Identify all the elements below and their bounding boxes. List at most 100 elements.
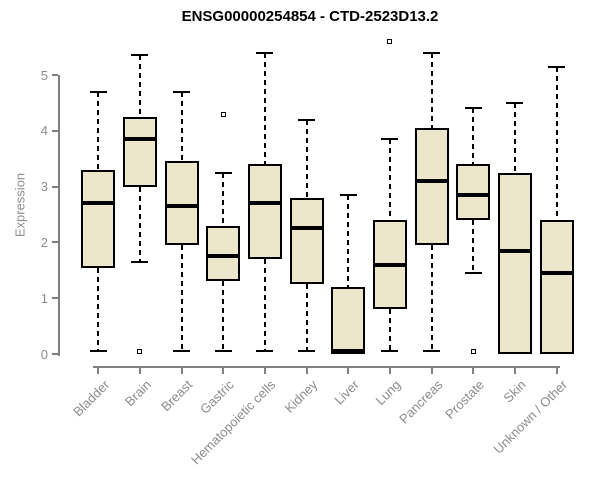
- median-brain: [122, 137, 157, 142]
- whisker-high-kidney: [305, 119, 308, 198]
- x-axis-tick: [472, 368, 475, 374]
- whisker-high-cap-kidney: [298, 118, 316, 121]
- y-axis-tick: [52, 241, 58, 244]
- whisker-high-bladder: [97, 91, 100, 170]
- x-axis-category-label: Brain: [121, 377, 154, 410]
- whisker-low-bladder: [97, 267, 100, 352]
- whisker-low-pancreas: [430, 245, 433, 352]
- box-brain: [122, 116, 157, 187]
- outlier-gastric: [220, 111, 226, 117]
- box-pancreas: [414, 128, 449, 246]
- whisker-high-cap-lung: [381, 138, 399, 141]
- median-lung: [372, 262, 407, 267]
- outlier-brain: [137, 348, 143, 354]
- whisker-high-prostate: [472, 108, 475, 165]
- y-axis-tick: [52, 129, 58, 132]
- whisker-low-cap-prostate: [464, 272, 482, 275]
- whisker-low-cap-pancreas: [423, 350, 441, 353]
- y-axis-tick: [52, 297, 58, 300]
- y-axis-tick: [52, 74, 58, 76]
- median-gastric: [206, 254, 241, 259]
- x-axis-tick: [305, 368, 308, 374]
- x-axis-tick: [347, 368, 350, 374]
- median-breast: [164, 204, 199, 209]
- box-unknown-other: [539, 220, 574, 354]
- whisker-low-brain: [138, 186, 141, 262]
- y-axis-tick-label: 0: [40, 346, 48, 362]
- whisker-high-cap-liver: [339, 193, 357, 196]
- x-axis-tick: [263, 368, 266, 374]
- box-breast: [164, 161, 199, 246]
- whisker-high-lung: [388, 139, 391, 221]
- y-axis-line: [58, 75, 60, 356]
- whisker-low-cap-breast: [173, 350, 191, 353]
- median-kidney: [289, 226, 324, 231]
- y-axis-tick-label: 5: [40, 67, 48, 83]
- x-axis-tick: [180, 368, 183, 374]
- median-skin: [497, 248, 532, 253]
- x-axis-category-label: Pancreas: [395, 377, 446, 427]
- y-axis-tick-label: 4: [40, 123, 48, 139]
- whisker-low-gastric: [222, 281, 225, 352]
- whisker-high-unknown-other: [555, 66, 558, 221]
- whisker-low-breast: [180, 245, 183, 352]
- y-axis-tick-label: 2: [40, 234, 48, 250]
- chart-title: ENSG00000254854 - CTD-2523D13.2: [181, 8, 439, 25]
- whisker-low-cap-brain: [131, 260, 149, 263]
- median-liver: [331, 349, 366, 354]
- median-bladder: [81, 201, 116, 206]
- whisker-low-prostate: [472, 220, 475, 274]
- whisker-high-gastric: [222, 172, 225, 226]
- x-axis-category-label: Kidney: [281, 377, 321, 416]
- outlier-prostate: [470, 348, 476, 354]
- x-axis-line: [93, 366, 560, 368]
- box-skin: [497, 172, 532, 354]
- x-axis-category-label: Gastric: [197, 377, 237, 417]
- y-axis-tick-label: 1: [40, 290, 48, 306]
- whisker-high-cap-gastric: [214, 171, 232, 174]
- x-axis-category-label: Liver: [331, 377, 362, 408]
- box-liver: [331, 287, 366, 354]
- whisker-low-kidney: [305, 284, 308, 352]
- whisker-high-liver: [347, 194, 350, 288]
- whisker-low-cap-hematopoietic-cells: [256, 350, 274, 353]
- whisker-high-pancreas: [430, 52, 433, 128]
- whisker-high-breast: [180, 91, 183, 162]
- whisker-high-cap-breast: [173, 90, 191, 93]
- whisker-low-cap-lung: [381, 350, 399, 353]
- x-axis-tick: [388, 368, 391, 374]
- whisker-high-hematopoietic-cells: [263, 52, 266, 165]
- box-bladder: [81, 169, 116, 268]
- whisker-low-cap-kidney: [298, 350, 316, 353]
- y-axis-tick: [52, 353, 58, 355]
- median-hematopoietic-cells: [247, 201, 282, 206]
- x-axis-category-label: Unknown / Other: [490, 377, 571, 457]
- x-axis-category-label: Breast: [158, 377, 196, 415]
- x-axis-tick: [138, 368, 141, 374]
- x-axis-category-label: Skin: [500, 377, 529, 406]
- x-axis-category-label: Prostate: [442, 377, 487, 422]
- median-unknown-other: [539, 271, 574, 276]
- whisker-low-hematopoietic-cells: [263, 259, 266, 352]
- box-gastric: [206, 225, 241, 282]
- x-axis-tick: [513, 368, 516, 374]
- whisker-high-cap-prostate: [464, 107, 482, 110]
- whisker-high-skin: [513, 102, 516, 173]
- whisker-high-cap-bladder: [89, 90, 107, 93]
- whisker-high-cap-pancreas: [423, 51, 441, 54]
- x-axis-category-label: Lung: [372, 377, 404, 409]
- whisker-high-cap-hematopoietic-cells: [256, 51, 274, 54]
- x-axis-tick: [222, 368, 225, 374]
- box-kidney: [289, 197, 324, 285]
- median-pancreas: [414, 179, 449, 184]
- x-axis-tick: [430, 368, 433, 374]
- outlier-lung: [387, 39, 393, 45]
- x-axis-tick: [555, 368, 558, 374]
- whisker-low-cap-bladder: [89, 350, 107, 353]
- whisker-high-cap-skin: [506, 101, 524, 104]
- box-hematopoietic-cells: [247, 164, 282, 260]
- x-axis-category-label: Bladder: [69, 377, 112, 420]
- whisker-high-cap-brain: [131, 54, 149, 57]
- y-axis-tick: [52, 185, 58, 188]
